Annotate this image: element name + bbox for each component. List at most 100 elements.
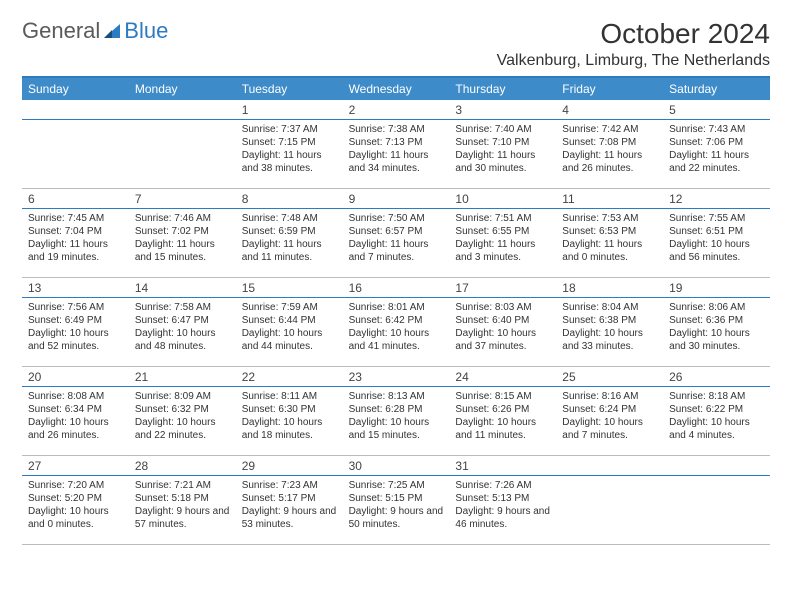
- day-cell: Sunrise: 8:09 AMSunset: 6:32 PMDaylight:…: [129, 387, 236, 455]
- header: General Blue October 2024 Valkenburg, Li…: [22, 18, 770, 70]
- daylight-text: Daylight: 10 hours and 52 minutes.: [28, 327, 123, 353]
- day-number: 6: [22, 189, 129, 208]
- day-cell: [663, 476, 770, 544]
- sunrise-text: Sunrise: 8:16 AM: [562, 390, 657, 403]
- day-cell: Sunrise: 7:40 AMSunset: 7:10 PMDaylight:…: [449, 120, 556, 188]
- daylight-text: Daylight: 11 hours and 30 minutes.: [455, 149, 550, 175]
- sunset-text: Sunset: 6:47 PM: [135, 314, 230, 327]
- sunset-text: Sunset: 7:15 PM: [242, 136, 337, 149]
- title-block: October 2024 Valkenburg, Limburg, The Ne…: [497, 18, 770, 70]
- day-number-row: 6789101112: [22, 189, 770, 209]
- sunset-text: Sunset: 5:18 PM: [135, 492, 230, 505]
- day-cell: Sunrise: 8:03 AMSunset: 6:40 PMDaylight:…: [449, 298, 556, 366]
- daylight-text: Daylight: 10 hours and 4 minutes.: [669, 416, 764, 442]
- month-title: October 2024: [497, 18, 770, 50]
- sunset-text: Sunset: 6:59 PM: [242, 225, 337, 238]
- day-cell: Sunrise: 8:16 AMSunset: 6:24 PMDaylight:…: [556, 387, 663, 455]
- day-number: 12: [663, 189, 770, 208]
- day-number: 4: [556, 100, 663, 119]
- day-number: 29: [236, 456, 343, 475]
- day-number-row: 12345: [22, 100, 770, 120]
- day-cell: Sunrise: 8:18 AMSunset: 6:22 PMDaylight:…: [663, 387, 770, 455]
- daylight-text: Daylight: 11 hours and 22 minutes.: [669, 149, 764, 175]
- day-number: 31: [449, 456, 556, 475]
- sunrise-text: Sunrise: 8:04 AM: [562, 301, 657, 314]
- day-number: 24: [449, 367, 556, 386]
- sunset-text: Sunset: 6:55 PM: [455, 225, 550, 238]
- day-cell: Sunrise: 7:25 AMSunset: 5:15 PMDaylight:…: [343, 476, 450, 544]
- sunrise-text: Sunrise: 7:23 AM: [242, 479, 337, 492]
- sunset-text: Sunset: 5:20 PM: [28, 492, 123, 505]
- sunrise-text: Sunrise: 7:40 AM: [455, 123, 550, 136]
- day-number: 23: [343, 367, 450, 386]
- day-cell: Sunrise: 7:38 AMSunset: 7:13 PMDaylight:…: [343, 120, 450, 188]
- sunrise-text: Sunrise: 7:55 AM: [669, 212, 764, 225]
- sunset-text: Sunset: 5:13 PM: [455, 492, 550, 505]
- sunrise-text: Sunrise: 8:01 AM: [349, 301, 444, 314]
- day-cell: Sunrise: 7:20 AMSunset: 5:20 PMDaylight:…: [22, 476, 129, 544]
- day-number: 17: [449, 278, 556, 297]
- daylight-text: Daylight: 11 hours and 3 minutes.: [455, 238, 550, 264]
- day-header: Thursday: [449, 78, 556, 100]
- daylight-text: Daylight: 10 hours and 30 minutes.: [669, 327, 764, 353]
- sunrise-text: Sunrise: 8:18 AM: [669, 390, 764, 403]
- day-number: 15: [236, 278, 343, 297]
- sunrise-text: Sunrise: 7:38 AM: [349, 123, 444, 136]
- logo: General Blue: [22, 18, 168, 44]
- day-number: 13: [22, 278, 129, 297]
- daylight-text: Daylight: 10 hours and 22 minutes.: [135, 416, 230, 442]
- day-cell: Sunrise: 8:08 AMSunset: 6:34 PMDaylight:…: [22, 387, 129, 455]
- day-number: 19: [663, 278, 770, 297]
- day-number: 14: [129, 278, 236, 297]
- sunset-text: Sunset: 6:40 PM: [455, 314, 550, 327]
- sunset-text: Sunset: 6:38 PM: [562, 314, 657, 327]
- sunrise-text: Sunrise: 7:56 AM: [28, 301, 123, 314]
- day-cell: Sunrise: 7:46 AMSunset: 7:02 PMDaylight:…: [129, 209, 236, 277]
- sunrise-text: Sunrise: 7:20 AM: [28, 479, 123, 492]
- daylight-text: Daylight: 11 hours and 34 minutes.: [349, 149, 444, 175]
- week-row: 13141516171819Sunrise: 7:56 AMSunset: 6:…: [22, 278, 770, 367]
- day-cell: Sunrise: 7:48 AMSunset: 6:59 PMDaylight:…: [236, 209, 343, 277]
- day-number: 7: [129, 189, 236, 208]
- day-number: 1: [236, 100, 343, 119]
- week-row: 20212223242526Sunrise: 8:08 AMSunset: 6:…: [22, 367, 770, 456]
- sunrise-text: Sunrise: 7:50 AM: [349, 212, 444, 225]
- day-cell: Sunrise: 7:56 AMSunset: 6:49 PMDaylight:…: [22, 298, 129, 366]
- day-number: 30: [343, 456, 450, 475]
- day-number: 8: [236, 189, 343, 208]
- day-header: Monday: [129, 78, 236, 100]
- daylight-text: Daylight: 10 hours and 48 minutes.: [135, 327, 230, 353]
- sunset-text: Sunset: 5:15 PM: [349, 492, 444, 505]
- day-number: 10: [449, 189, 556, 208]
- sunset-text: Sunset: 6:44 PM: [242, 314, 337, 327]
- day-cell: Sunrise: 8:15 AMSunset: 6:26 PMDaylight:…: [449, 387, 556, 455]
- sunset-text: Sunset: 7:13 PM: [349, 136, 444, 149]
- day-cell: Sunrise: 7:43 AMSunset: 7:06 PMDaylight:…: [663, 120, 770, 188]
- daylight-text: Daylight: 10 hours and 7 minutes.: [562, 416, 657, 442]
- day-cell: Sunrise: 7:50 AMSunset: 6:57 PMDaylight:…: [343, 209, 450, 277]
- day-number: 9: [343, 189, 450, 208]
- day-number: 16: [343, 278, 450, 297]
- location: Valkenburg, Limburg, The Netherlands: [497, 52, 770, 70]
- sunset-text: Sunset: 6:22 PM: [669, 403, 764, 416]
- sunset-text: Sunset: 6:49 PM: [28, 314, 123, 327]
- day-header: Sunday: [22, 78, 129, 100]
- daylight-text: Daylight: 10 hours and 44 minutes.: [242, 327, 337, 353]
- day-number: 11: [556, 189, 663, 208]
- sunrise-text: Sunrise: 7:46 AM: [135, 212, 230, 225]
- sunrise-text: Sunrise: 7:42 AM: [562, 123, 657, 136]
- day-cell: Sunrise: 8:04 AMSunset: 6:38 PMDaylight:…: [556, 298, 663, 366]
- day-cell: [22, 120, 129, 188]
- day-cell: Sunrise: 7:21 AMSunset: 5:18 PMDaylight:…: [129, 476, 236, 544]
- daylight-text: Daylight: 9 hours and 50 minutes.: [349, 505, 444, 531]
- day-number: 2: [343, 100, 450, 119]
- day-header: Wednesday: [343, 78, 450, 100]
- sunset-text: Sunset: 6:36 PM: [669, 314, 764, 327]
- sunset-text: Sunset: 6:57 PM: [349, 225, 444, 238]
- day-number: [556, 456, 663, 475]
- day-number: 20: [22, 367, 129, 386]
- sunrise-text: Sunrise: 7:21 AM: [135, 479, 230, 492]
- daylight-text: Daylight: 10 hours and 18 minutes.: [242, 416, 337, 442]
- day-number: 21: [129, 367, 236, 386]
- daylight-text: Daylight: 10 hours and 33 minutes.: [562, 327, 657, 353]
